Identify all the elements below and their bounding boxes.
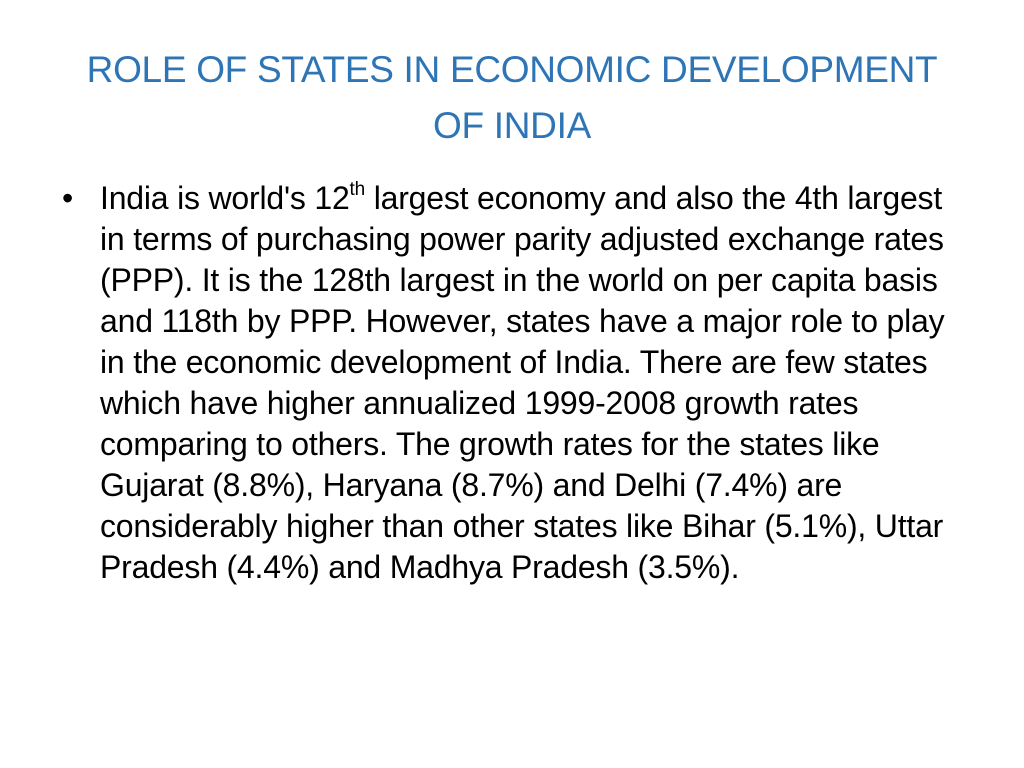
bullet-text-part-2: largest economy and also the 4th largest… (100, 180, 945, 585)
bullet-item: • India is world's 12th largest economy … (62, 178, 962, 588)
slide-body: • India is world's 12th largest economy … (62, 178, 962, 588)
slide-title-line-1: ROLE OF STATES IN ECONOMIC DEVELOPMENT (86, 49, 938, 90)
bullet-text: India is world's 12th largest economy an… (100, 178, 945, 585)
slide-title: ROLE OF STATES IN ECONOMIC DEVELOPMENT O… (60, 42, 964, 154)
ordinal-superscript: th (349, 178, 366, 200)
bullet-text-part-1: India is world's 12 (100, 180, 350, 216)
bullet-point-icon: • (62, 180, 74, 216)
slide-title-line-2: OF INDIA (433, 105, 591, 146)
